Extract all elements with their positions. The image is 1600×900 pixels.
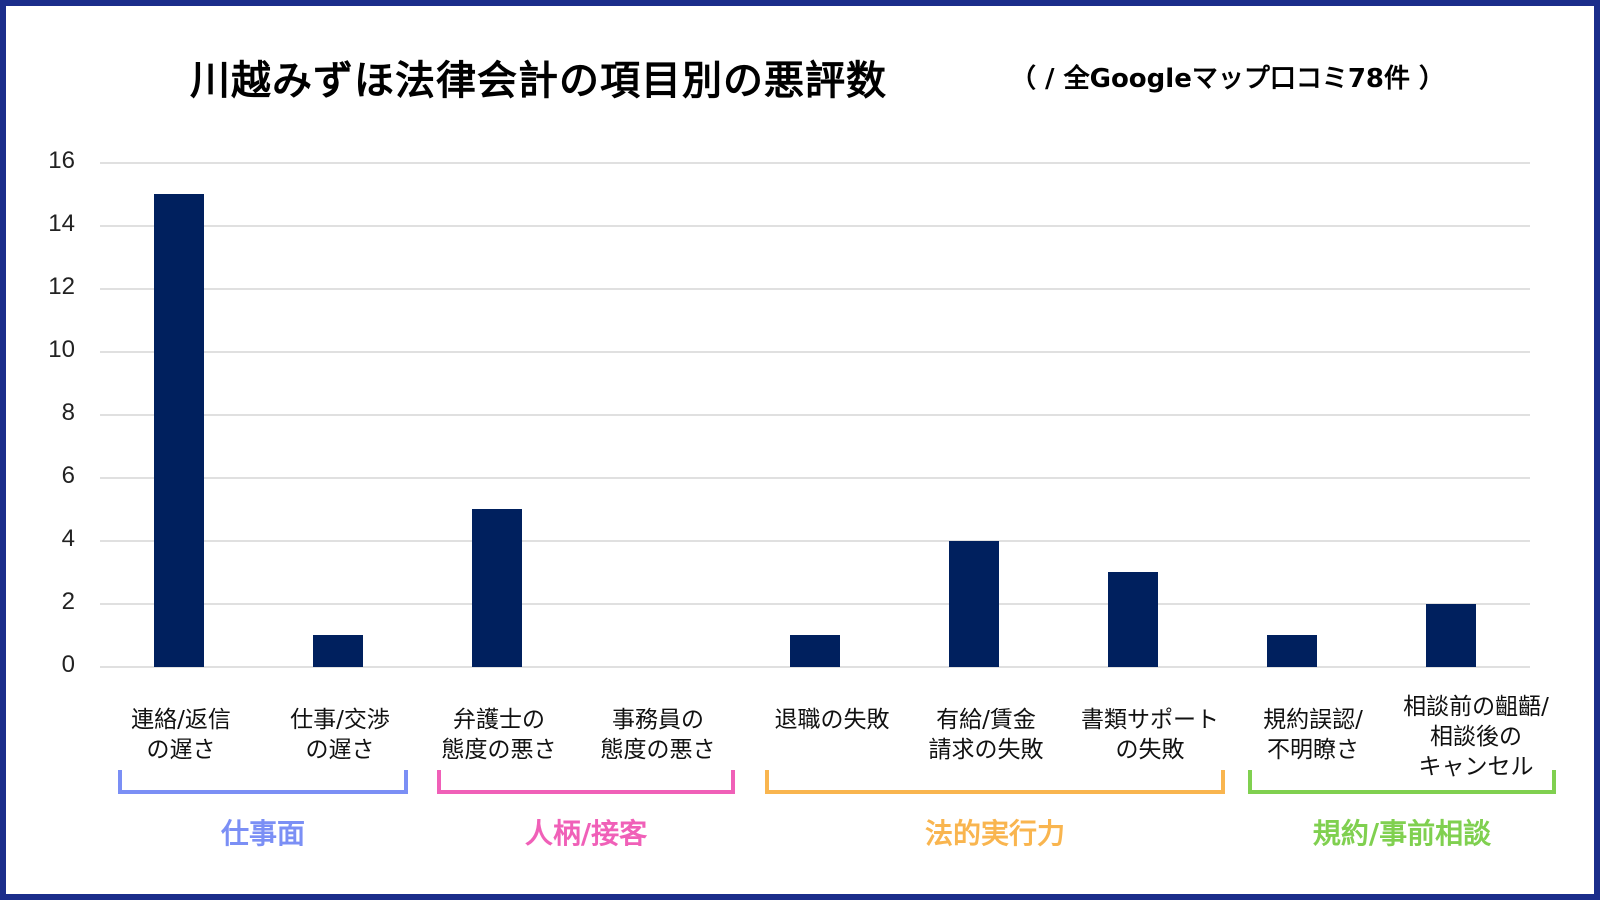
x-category-label: 事務員の 態度の悪さ [600, 707, 716, 763]
bar [1266, 635, 1317, 667]
y-tick-label: 0 [61, 651, 75, 678]
y-tick-label: 10 [48, 336, 75, 363]
group-bracket-contract [1248, 770, 1556, 794]
gridline [100, 162, 1530, 164]
x-axis-baseline [100, 666, 1530, 668]
gridline [100, 477, 1530, 479]
x-category-label: 規約誤認/不明瞭さ [1263, 707, 1363, 763]
group-label-personality: 人柄/接客 [524, 817, 648, 850]
x-category-label: 退職の失敗 [774, 707, 890, 733]
y-tick-label: 14 [48, 210, 75, 237]
group-bracket-legal [765, 770, 1225, 794]
x-category-label: 連絡/返信 の遅さ [131, 707, 231, 763]
x-category-label: 弁護士の 態度の悪さ [441, 707, 557, 763]
gridline [100, 225, 1530, 227]
chart-subtitle: （ / 全Googleマップ口コミ78件 ） [1010, 64, 1446, 94]
x-category-label: 仕事/交渉 の遅さ [290, 707, 390, 763]
bar [154, 193, 205, 667]
group-bracket-work [118, 770, 408, 794]
gridline [100, 288, 1530, 290]
gridline [100, 414, 1530, 416]
x-category-label: 書類サポート の失敗 [1081, 707, 1219, 763]
bar [1425, 603, 1476, 667]
y-tick-label: 6 [61, 462, 75, 489]
plot-area [100, 162, 1530, 668]
gridline [100, 351, 1530, 353]
y-tick-label: 12 [48, 273, 75, 300]
group-bracket-personality [437, 770, 735, 794]
group-label-work: 仕事面 [220, 817, 305, 850]
group-label-legal: 法的実行力 [924, 817, 1065, 850]
x-category-label: 相談前の齟齬/相談後の キャンセル [1403, 694, 1549, 780]
bar [472, 509, 523, 667]
x-category-label: 有給/賃金 請求の失敗 [928, 707, 1044, 763]
y-tick-label: 8 [61, 399, 75, 426]
bar [313, 635, 364, 667]
group-label-contract: 規約/事前相談 [1312, 817, 1492, 850]
chart-title: 川越みずほ法律会計の項目別の悪評数 [190, 58, 887, 104]
y-tick-label: 16 [48, 147, 75, 174]
bar [948, 540, 999, 667]
gridline [100, 540, 1530, 542]
bar [790, 635, 840, 667]
y-tick-label: 2 [61, 588, 75, 615]
bar [1107, 572, 1158, 667]
gridline [100, 603, 1530, 605]
y-tick-label: 4 [61, 525, 75, 552]
